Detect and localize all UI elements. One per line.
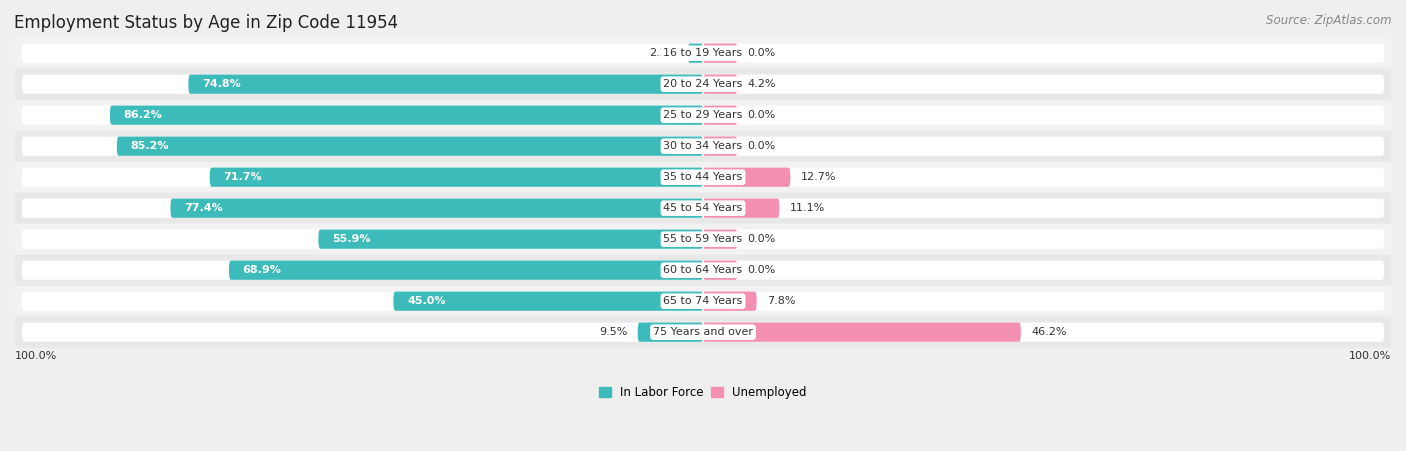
FancyBboxPatch shape: [15, 38, 1391, 69]
Text: 2.2%: 2.2%: [650, 48, 678, 58]
Text: 20 to 24 Years: 20 to 24 Years: [664, 79, 742, 89]
FancyBboxPatch shape: [703, 44, 737, 63]
FancyBboxPatch shape: [110, 106, 703, 125]
Text: 0.0%: 0.0%: [748, 265, 776, 275]
Text: 7.8%: 7.8%: [768, 296, 796, 306]
Text: 16 to 19 Years: 16 to 19 Years: [664, 48, 742, 58]
FancyBboxPatch shape: [209, 168, 703, 187]
FancyBboxPatch shape: [15, 131, 1391, 162]
Text: 74.8%: 74.8%: [202, 79, 240, 89]
Text: Employment Status by Age in Zip Code 11954: Employment Status by Age in Zip Code 119…: [14, 14, 398, 32]
FancyBboxPatch shape: [688, 44, 703, 63]
FancyBboxPatch shape: [22, 137, 1384, 156]
Text: 75 Years and over: 75 Years and over: [652, 327, 754, 337]
FancyBboxPatch shape: [15, 69, 1391, 100]
Text: 0.0%: 0.0%: [748, 234, 776, 244]
Text: 100.0%: 100.0%: [1348, 351, 1391, 361]
FancyBboxPatch shape: [22, 261, 1384, 280]
FancyBboxPatch shape: [703, 261, 737, 280]
Text: 45 to 54 Years: 45 to 54 Years: [664, 203, 742, 213]
FancyBboxPatch shape: [170, 198, 703, 218]
Text: 60 to 64 Years: 60 to 64 Years: [664, 265, 742, 275]
FancyBboxPatch shape: [703, 168, 790, 187]
FancyBboxPatch shape: [22, 168, 1384, 187]
Text: 71.7%: 71.7%: [224, 172, 262, 182]
Text: 55.9%: 55.9%: [332, 234, 371, 244]
Text: 4.2%: 4.2%: [748, 79, 776, 89]
FancyBboxPatch shape: [15, 100, 1391, 131]
FancyBboxPatch shape: [22, 230, 1384, 249]
Text: 25 to 29 Years: 25 to 29 Years: [664, 110, 742, 120]
Text: 9.5%: 9.5%: [599, 327, 627, 337]
Text: 55 to 59 Years: 55 to 59 Years: [664, 234, 742, 244]
FancyBboxPatch shape: [394, 292, 703, 311]
FancyBboxPatch shape: [229, 261, 703, 280]
FancyBboxPatch shape: [703, 137, 737, 156]
FancyBboxPatch shape: [703, 322, 1021, 342]
Text: 11.1%: 11.1%: [790, 203, 825, 213]
FancyBboxPatch shape: [703, 198, 779, 218]
Text: 30 to 34 Years: 30 to 34 Years: [664, 141, 742, 151]
Text: 86.2%: 86.2%: [124, 110, 163, 120]
FancyBboxPatch shape: [22, 74, 1384, 94]
FancyBboxPatch shape: [15, 285, 1391, 317]
FancyBboxPatch shape: [638, 322, 703, 342]
Text: 0.0%: 0.0%: [748, 141, 776, 151]
FancyBboxPatch shape: [22, 44, 1384, 63]
FancyBboxPatch shape: [22, 322, 1384, 342]
FancyBboxPatch shape: [15, 193, 1391, 224]
Text: 46.2%: 46.2%: [1031, 327, 1067, 337]
FancyBboxPatch shape: [22, 106, 1384, 125]
Text: 12.7%: 12.7%: [800, 172, 837, 182]
FancyBboxPatch shape: [188, 74, 703, 94]
Text: 0.0%: 0.0%: [748, 110, 776, 120]
FancyBboxPatch shape: [703, 74, 737, 94]
Text: 85.2%: 85.2%: [131, 141, 169, 151]
Text: 45.0%: 45.0%: [408, 296, 446, 306]
FancyBboxPatch shape: [703, 106, 737, 125]
FancyBboxPatch shape: [318, 230, 703, 249]
FancyBboxPatch shape: [15, 317, 1391, 348]
Text: 0.0%: 0.0%: [748, 48, 776, 58]
FancyBboxPatch shape: [22, 292, 1384, 311]
FancyBboxPatch shape: [15, 255, 1391, 285]
Text: 65 to 74 Years: 65 to 74 Years: [664, 296, 742, 306]
FancyBboxPatch shape: [703, 292, 756, 311]
Text: 77.4%: 77.4%: [184, 203, 224, 213]
Text: Source: ZipAtlas.com: Source: ZipAtlas.com: [1267, 14, 1392, 27]
FancyBboxPatch shape: [703, 230, 737, 249]
Text: 35 to 44 Years: 35 to 44 Years: [664, 172, 742, 182]
Text: 68.9%: 68.9%: [243, 265, 281, 275]
Text: 100.0%: 100.0%: [15, 351, 58, 361]
FancyBboxPatch shape: [15, 224, 1391, 255]
FancyBboxPatch shape: [22, 198, 1384, 218]
FancyBboxPatch shape: [117, 137, 703, 156]
Legend: In Labor Force, Unemployed: In Labor Force, Unemployed: [595, 382, 811, 404]
FancyBboxPatch shape: [15, 162, 1391, 193]
